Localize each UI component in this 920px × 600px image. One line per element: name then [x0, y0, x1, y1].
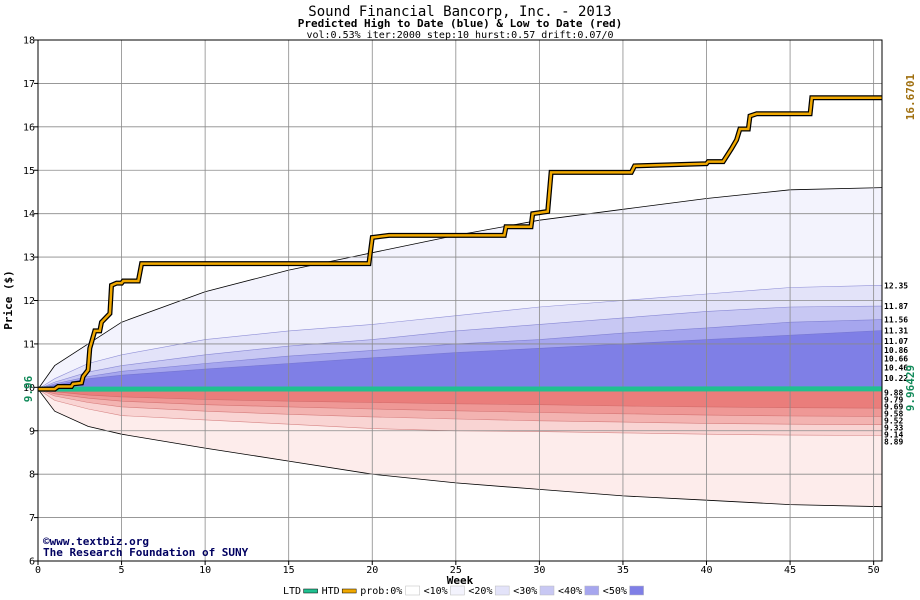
- band-value-label: 10.86: [884, 346, 908, 355]
- watermark-org: The Research Foundation of SUNY: [43, 546, 249, 559]
- band-value-label: 9.14: [884, 431, 903, 440]
- legend-label: LTD: [283, 586, 301, 597]
- current-price-label: 9.96429: [904, 365, 917, 411]
- lower-band-5: [38, 389, 882, 409]
- y-tick-label: 17: [23, 79, 35, 90]
- x-axis-label: Week: [447, 574, 474, 587]
- y-tick-label: 12: [23, 296, 35, 307]
- legend-label: <50%: [603, 586, 627, 597]
- x-tick-label: 0: [35, 565, 41, 576]
- chart-subtitle: Predicted High to Date (blue) & Low to D…: [298, 17, 623, 30]
- y-tick-label: 13: [23, 253, 35, 264]
- axis-ticks: 0 5 10 15 20 25 30 35 40 45 50 6 7 8 9 10 11 12 13 14 15 16 17…: [23, 36, 880, 577]
- x-tick-label: 10: [199, 565, 211, 576]
- x-tick-label: 35: [617, 565, 629, 576]
- x-tick-label: 5: [119, 565, 125, 576]
- y-tick-label: 9: [29, 426, 35, 437]
- y-tick-label: 18: [23, 36, 35, 47]
- legend-label: prob:0%: [360, 586, 402, 597]
- band-value-label: 9.79: [884, 396, 903, 405]
- y-tick-label: 6: [29, 557, 35, 568]
- y-axis-label: Price ($): [2, 270, 15, 330]
- legend-label: <40%: [558, 586, 582, 597]
- x-tick-label: 50: [868, 565, 880, 576]
- x-tick-label: 25: [450, 565, 462, 576]
- x-tick-label: 30: [533, 565, 545, 576]
- band-value-label: 9.52: [884, 417, 903, 426]
- probability-bands: [37, 187, 883, 508]
- chart-params: vol:0.53% iter:2000 step:10 hurst:0.57 d…: [306, 30, 613, 41]
- legend-swatch: [539, 585, 555, 596]
- x-tick-label: 15: [283, 565, 295, 576]
- y-tick-label: 16: [23, 122, 35, 133]
- band-value-label: 9.58: [884, 410, 903, 419]
- y-tick-label: 11: [23, 339, 35, 350]
- band-value-label: 11.56: [884, 316, 908, 325]
- legend-swatch: [303, 588, 318, 594]
- band-value-label: 11.31: [884, 326, 908, 335]
- band-value-label: 11.07: [884, 337, 908, 346]
- band-value-label: 10.46: [884, 363, 908, 372]
- legend-swatch: [405, 585, 420, 596]
- upper-band-5: [38, 330, 882, 390]
- legend-swatch: [584, 585, 600, 596]
- y-tick-label: 10: [23, 383, 35, 394]
- band-value-label: 9.69: [884, 403, 903, 412]
- legend-label: <20%: [468, 586, 492, 597]
- y-tick-label: 15: [23, 166, 35, 177]
- high-to-date-line: [38, 96, 882, 391]
- band-value-label: 12.35: [884, 281, 908, 290]
- band-value-label: 8.89: [884, 438, 903, 447]
- legend-swatch: [494, 585, 510, 596]
- chart-title: Sound Financial Bancorp, Inc. - 2013: [308, 4, 611, 20]
- band-value-label: 10.22: [884, 374, 908, 383]
- price-series: [37, 95, 883, 392]
- legend-label: <30%: [513, 586, 537, 597]
- legend-label: <10%: [424, 586, 448, 597]
- legend-label: HTD: [322, 586, 340, 597]
- legend-swatch: [450, 585, 465, 596]
- y-tick-label: 7: [29, 513, 35, 524]
- y-tick-label: 14: [23, 209, 35, 220]
- legend-swatch: [629, 585, 644, 596]
- band-value-label: 10.66: [884, 355, 908, 364]
- band-value-label: 9.33: [884, 424, 903, 433]
- x-tick-label: 20: [366, 565, 378, 576]
- max-price-label: 16.6701: [904, 73, 917, 120]
- watermark-site: ©www.textbiz.org: [43, 535, 149, 548]
- y-tick-label: 8: [29, 470, 35, 481]
- legend-swatch: [341, 588, 357, 594]
- chart-legend: LTD HTD prob:0% <10% <20% <30% <40% <50%: [283, 585, 644, 597]
- band-value-label: 9.88: [884, 389, 903, 398]
- x-tick-label: 45: [784, 565, 796, 576]
- start-price-label: 9.96: [22, 375, 35, 402]
- band-value-label: 11.87: [884, 302, 908, 311]
- x-tick-label: 40: [700, 565, 712, 576]
